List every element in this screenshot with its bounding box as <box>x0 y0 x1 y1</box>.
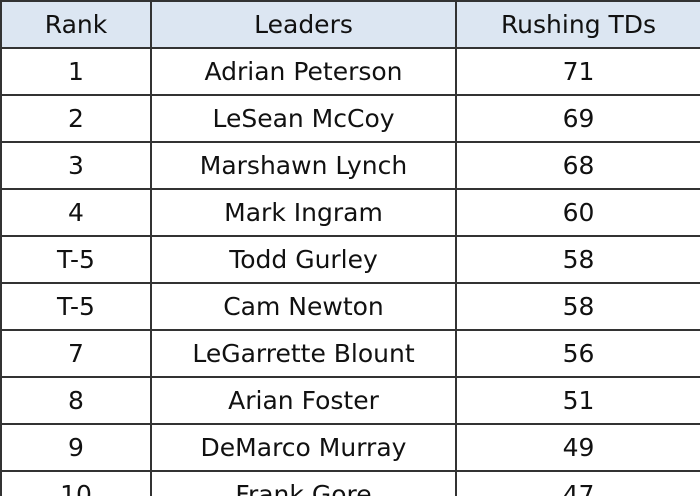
table-cell: 58 <box>455 235 700 284</box>
table-cell: 51 <box>455 376 700 425</box>
header-cell: Leaders <box>150 0 457 49</box>
table-cell: 10 <box>0 470 152 496</box>
table-cell: 7 <box>0 329 152 378</box>
table-cell: 58 <box>455 282 700 331</box>
table-cell: 49 <box>455 423 700 472</box>
table-cell: 56 <box>455 329 700 378</box>
header-cell: Rushing TDs <box>455 0 700 49</box>
table-cell: LeGarrette Blount <box>150 329 457 378</box>
table-row: 10 Frank Gore 47 <box>0 470 700 496</box>
table-cell: 2 <box>0 94 152 143</box>
table-cell: 4 <box>0 188 152 237</box>
table-row: 9 DeMarco Murray 49 <box>0 423 700 472</box>
table-cell: Frank Gore <box>150 470 457 496</box>
table-cell: T-5 <box>0 235 152 284</box>
table-row: 4 Mark Ingram 60 <box>0 188 700 237</box>
table-cell: 9 <box>0 423 152 472</box>
table-row: 1 Adrian Peterson 71 <box>0 47 700 96</box>
table-cell: 60 <box>455 188 700 237</box>
table-row: 2 LeSean McCoy 69 <box>0 94 700 143</box>
table-cell: Todd Gurley <box>150 235 457 284</box>
table-cell: 47 <box>455 470 700 496</box>
table-cell: DeMarco Murray <box>150 423 457 472</box>
table-cell: T-5 <box>0 282 152 331</box>
table-cell: 1 <box>0 47 152 96</box>
table-cell: Adrian Peterson <box>150 47 457 96</box>
table-row: 8 Arian Foster 51 <box>0 376 700 425</box>
table-cell: 3 <box>0 141 152 190</box>
table-body: 1 Adrian Peterson 71 2 LeSean McCoy 69 3 Marsha… <box>0 47 700 496</box>
header-cell: Rank <box>0 0 152 49</box>
table-cell: Cam Newton <box>150 282 457 331</box>
table-cell: 71 <box>455 47 700 96</box>
header-row: Rank Leaders Rushing TDs <box>0 0 700 49</box>
table-row: 7 LeGarrette Blount 56 <box>0 329 700 378</box>
table-cell: Marshawn Lynch <box>150 141 457 190</box>
table-cell: 68 <box>455 141 700 190</box>
table-cell: LeSean McCoy <box>150 94 457 143</box>
table-cell: Mark Ingram <box>150 188 457 237</box>
table-cell: 8 <box>0 376 152 425</box>
table-row: T-5 Todd Gurley 58 <box>0 235 700 284</box>
table-row: T-5 Cam Newton 58 <box>0 282 700 331</box>
table-cell: 69 <box>455 94 700 143</box>
table-cell: Arian Foster <box>150 376 457 425</box>
table-row: 3 Marshawn Lynch 68 <box>0 141 700 190</box>
